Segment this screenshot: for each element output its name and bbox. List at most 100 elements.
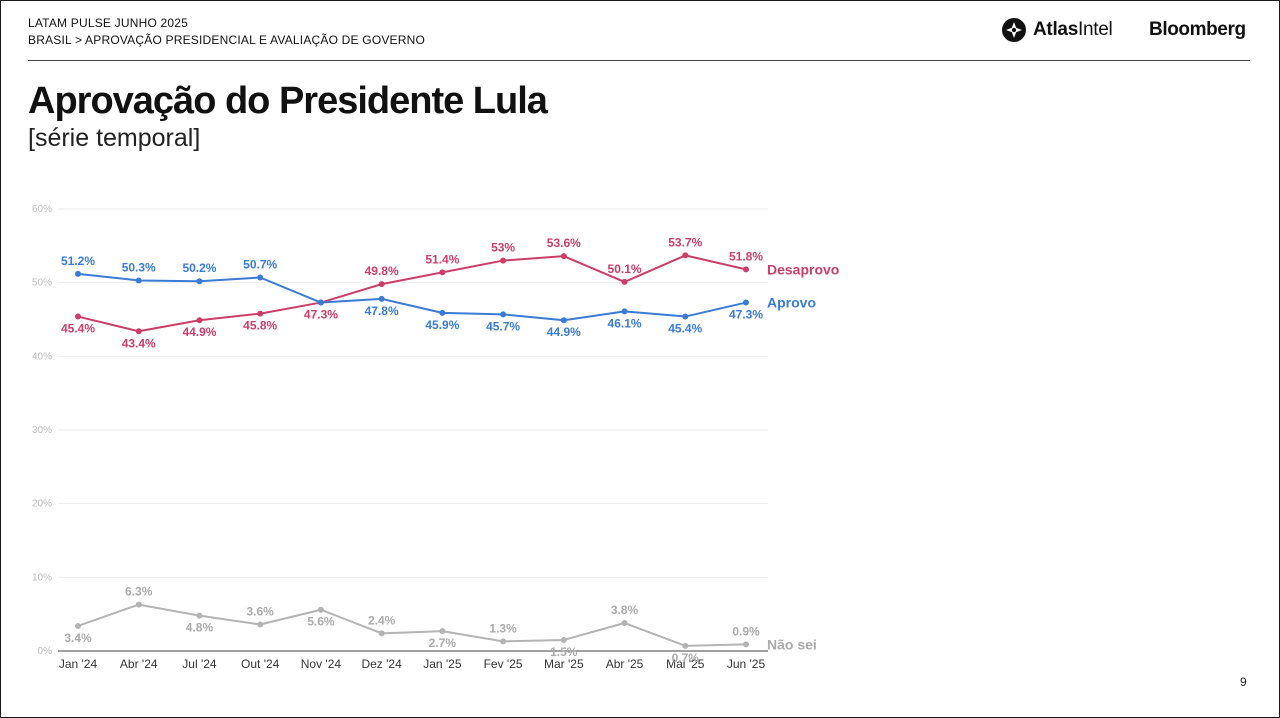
data-point (682, 252, 689, 259)
series-name-label: Não sei (767, 636, 817, 652)
series-name-label: Aprovo (767, 295, 816, 311)
data-point (500, 638, 507, 645)
data-label: 6.3% (125, 585, 153, 599)
x-axis-labels: Jan '24 Abr '24 Jul '24 Out '24 Nov '24 Dez '… (59, 657, 766, 671)
x-tick-label: Nov '24 (301, 657, 342, 671)
data-label: 51.2% (61, 254, 95, 268)
series-line (77, 603, 747, 647)
x-tick-label: Jan '25 (423, 657, 462, 671)
data-label: 45.9% (425, 318, 459, 332)
data-point (743, 641, 749, 648)
y-tick-label: 50% (32, 278, 52, 289)
chart-series (75, 252, 749, 649)
data-label: 3.6% (247, 604, 275, 618)
data-point (439, 269, 446, 276)
data-label: 0.7% (672, 651, 700, 665)
data-label: 53.7% (668, 235, 702, 249)
data-label: 53% (491, 241, 515, 255)
data-label: 44.9% (547, 325, 581, 339)
data-point (378, 281, 385, 288)
data-point (196, 317, 203, 324)
data-label: 44.9% (182, 325, 216, 339)
data-point (439, 628, 446, 635)
data-label: 4.8% (186, 621, 214, 635)
data-label: 50.7% (243, 258, 277, 272)
x-tick-label: Out '24 (241, 657, 280, 671)
data-point (196, 278, 203, 285)
x-tick-label: Jul '24 (182, 657, 217, 671)
data-point (378, 630, 385, 637)
page-title: Aprovação do Presidente Lula (28, 80, 548, 122)
data-point (439, 309, 446, 316)
bloomberg-logo: Bloomberg (1149, 19, 1246, 40)
data-label: 47.8% (365, 304, 399, 318)
data-point (378, 295, 385, 302)
data-label: 1.5% (550, 645, 578, 659)
data-point (621, 278, 628, 285)
data-point (560, 253, 567, 260)
data-point (75, 270, 81, 277)
data-label: 2.4% (368, 613, 396, 627)
y-axis-labels: 0% 10% 20% 30% 40% 50% 60% (32, 204, 52, 657)
data-label: 50.2% (182, 261, 216, 275)
data-point (500, 311, 507, 318)
data-point (75, 622, 81, 629)
series-line (77, 254, 747, 333)
data-label: 50.3% (122, 260, 156, 274)
series-line (77, 272, 747, 322)
data-label: 47.3% (729, 308, 763, 322)
header-breadcrumb: BRASIL > APROVAÇÃO PRESIDENCIAL E AVALIA… (28, 33, 426, 47)
data-label: 49.8% (365, 264, 399, 278)
data-label: 0.9% (732, 624, 760, 638)
data-label: 43.4% (122, 336, 156, 350)
x-tick-label: Mar '25 (544, 657, 584, 671)
data-label: 2.7% (429, 636, 457, 650)
y-tick-label: 30% (32, 425, 52, 436)
series-desaprovo (75, 252, 749, 335)
x-tick-label: Mai '25 (666, 657, 705, 671)
data-label: 45.8% (243, 319, 277, 333)
data-point (135, 328, 142, 335)
y-tick-label: 20% (32, 499, 52, 510)
data-point (196, 612, 203, 619)
chart-grid (58, 208, 768, 652)
data-label: 1.3% (489, 621, 517, 635)
x-tick-label: Dez '24 (361, 657, 402, 671)
x-tick-label: Abr '25 (606, 657, 644, 671)
atlasintel-logo: AtlasIntel (1001, 17, 1113, 43)
y-tick-label: 10% (32, 572, 52, 583)
page-number: 9 (1240, 675, 1247, 689)
y-tick-label: 40% (32, 351, 52, 362)
data-point (621, 308, 628, 315)
x-tick-label: Jan '24 (59, 657, 98, 671)
series-nao-sei (75, 601, 749, 649)
data-label: 53.6% (547, 236, 581, 250)
atlasintel-logo-text: AtlasIntel (1033, 19, 1113, 40)
data-point (500, 257, 507, 264)
data-point (560, 317, 567, 324)
x-tick-label: Fev '25 (484, 657, 523, 671)
data-labels: 45.4% 43.4% 44.9% 45.8% 47.3% 49.8% 51.4% 53% 53… (61, 235, 839, 664)
data-label: 5.6% (307, 615, 335, 629)
series-aprovo (75, 270, 749, 324)
data-label: 3.4% (64, 631, 92, 645)
data-label: 45.4% (61, 322, 95, 336)
data-label: 51.4% (425, 252, 459, 266)
x-tick-label: Abr '24 (120, 657, 158, 671)
data-label: 47.3% (304, 308, 338, 322)
data-label: 3.8% (611, 603, 639, 617)
y-tick-label: 0% (38, 646, 53, 657)
data-point (560, 636, 567, 643)
data-point (682, 313, 689, 320)
series-name-label: Desaprovo (767, 261, 839, 277)
data-point (135, 601, 142, 608)
data-point (257, 310, 264, 317)
data-point (317, 606, 324, 613)
data-point (257, 621, 264, 628)
page-subtitle: [série temporal] (28, 124, 201, 152)
header-divider (28, 60, 1250, 61)
data-point (743, 266, 749, 273)
data-label: 45.7% (486, 319, 520, 333)
data-point (743, 299, 749, 306)
